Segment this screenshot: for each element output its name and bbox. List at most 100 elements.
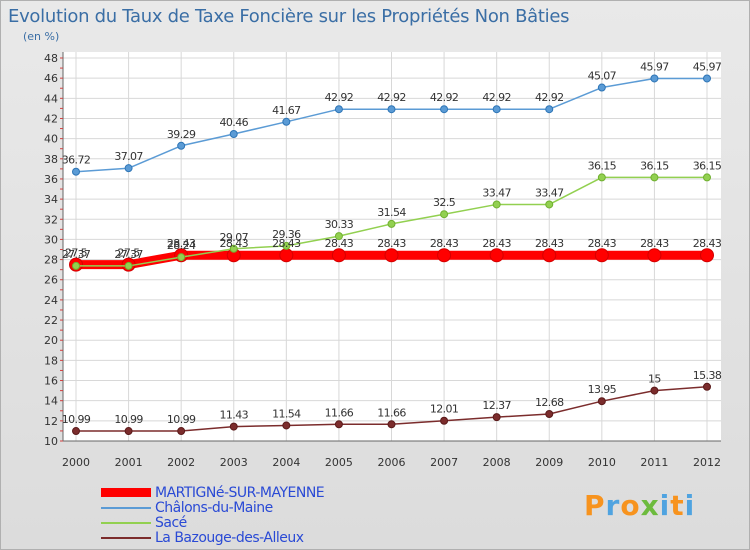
logo-letter: x xyxy=(640,489,660,522)
data-label: 39.29 xyxy=(167,128,196,141)
data-label: 11.66 xyxy=(325,406,354,419)
y-tick-label: 18 xyxy=(44,354,58,367)
data-point xyxy=(703,74,711,83)
data-point xyxy=(334,420,343,429)
legend-item: Châlons-du-Maine xyxy=(101,500,324,516)
y-tick-label: 46 xyxy=(44,72,58,85)
data-label: 28.43 xyxy=(220,237,249,250)
y-tick-label: 36 xyxy=(44,173,58,186)
data-point xyxy=(229,244,238,253)
y-tick-label: 44 xyxy=(44,92,58,105)
logo-letter: o xyxy=(620,489,641,522)
x-tick-label: 2006 xyxy=(378,456,406,469)
data-label: 42.92 xyxy=(535,91,564,104)
y-tick-label: 10 xyxy=(44,435,58,448)
y-tick-label: 16 xyxy=(44,375,58,388)
chart-legend: MARTIGNé-SUR-MAYENNE Châlons-du-Maine Sacé… xyxy=(101,484,325,546)
y-tick-label: 30 xyxy=(44,233,58,246)
data-label: 28.43 xyxy=(640,237,669,250)
legend-label: La Bazouge-des-Alleux xyxy=(155,529,304,546)
data-label: 33.47 xyxy=(535,186,564,199)
data-point xyxy=(124,164,133,173)
data-point xyxy=(387,105,396,114)
data-point xyxy=(440,416,449,425)
data-label: 28.43 xyxy=(325,237,354,250)
data-point xyxy=(597,83,606,92)
data-label: 27.37 xyxy=(114,248,143,261)
data-point xyxy=(700,248,714,263)
data-label: 11.54 xyxy=(272,407,301,420)
y-tick-label: 38 xyxy=(44,153,58,166)
data-label: 27.37 xyxy=(62,248,91,261)
data-label: 12.37 xyxy=(482,399,511,412)
x-tick-label: 2008 xyxy=(483,456,511,469)
data-label: 28.43 xyxy=(167,237,196,250)
x-tick-label: 2001 xyxy=(115,456,143,469)
data-label: 42.92 xyxy=(377,91,406,104)
data-label: 28.43 xyxy=(693,237,722,250)
data-point xyxy=(647,248,662,263)
y-tick-label: 40 xyxy=(44,133,58,146)
data-point xyxy=(492,200,501,209)
x-tick-label: 2007 xyxy=(430,456,458,469)
data-label: 29.36 xyxy=(272,228,301,241)
logo-letter: t xyxy=(670,489,685,522)
data-label: 11.43 xyxy=(220,409,249,422)
y-tick-label: 26 xyxy=(44,274,58,287)
data-label: 42.92 xyxy=(325,91,354,104)
data-label: 29.07 xyxy=(220,231,249,244)
data-point xyxy=(177,253,186,262)
data-point xyxy=(331,248,346,263)
data-label: 10.99 xyxy=(167,413,196,426)
data-point xyxy=(440,210,449,219)
legend-label: Sacé xyxy=(155,514,187,531)
data-label: 30.33 xyxy=(325,218,354,231)
data-label: 36.15 xyxy=(588,159,617,172)
legend-swatch xyxy=(101,536,151,539)
data-label: 45.97 xyxy=(640,60,669,73)
data-point xyxy=(597,397,606,406)
data-label: 28.43 xyxy=(377,237,406,250)
logo-letter: i xyxy=(684,489,696,522)
legend-swatch xyxy=(101,506,151,509)
y-tick-label: 12 xyxy=(44,415,58,428)
data-label: 33.47 xyxy=(482,186,511,199)
data-label: 28.43 xyxy=(430,237,459,250)
data-point xyxy=(177,427,186,436)
legend-swatch xyxy=(101,521,151,524)
data-point xyxy=(437,248,452,263)
data-point xyxy=(703,382,711,391)
data-label: 28.43 xyxy=(535,237,564,250)
y-tick-label: 28 xyxy=(44,254,58,267)
data-label: 42.92 xyxy=(430,91,459,104)
data-point xyxy=(334,105,343,114)
data-point xyxy=(597,173,606,182)
data-label: 36.72 xyxy=(62,154,91,167)
data-point xyxy=(387,219,396,228)
chart-unit-label: (en %) xyxy=(23,30,60,43)
data-label: 28.43 xyxy=(482,237,511,250)
data-label: 15 xyxy=(648,373,661,386)
data-point xyxy=(229,422,238,431)
data-point xyxy=(650,74,659,83)
legend-label: MARTIGNé-SUR-MAYENNE xyxy=(155,484,325,501)
data-point xyxy=(124,427,133,436)
data-point xyxy=(545,200,554,209)
data-point xyxy=(72,427,80,436)
legend-item: Sacé xyxy=(101,514,324,531)
y-tick-label: 42 xyxy=(44,112,58,125)
data-point xyxy=(177,141,186,150)
data-label: 27.5 xyxy=(65,247,88,260)
x-tick-label: 2004 xyxy=(272,456,300,469)
y-tick-label: 48 xyxy=(44,52,58,65)
data-point xyxy=(282,241,291,250)
data-point xyxy=(650,386,659,395)
logo-letter: r xyxy=(605,489,621,522)
data-point xyxy=(542,248,557,263)
x-tick-label: 2003 xyxy=(220,456,248,469)
data-label: 11.66 xyxy=(377,406,406,419)
data-point xyxy=(489,248,504,263)
data-point xyxy=(334,232,343,241)
data-label: 28.43 xyxy=(588,237,617,250)
data-point xyxy=(72,167,80,176)
